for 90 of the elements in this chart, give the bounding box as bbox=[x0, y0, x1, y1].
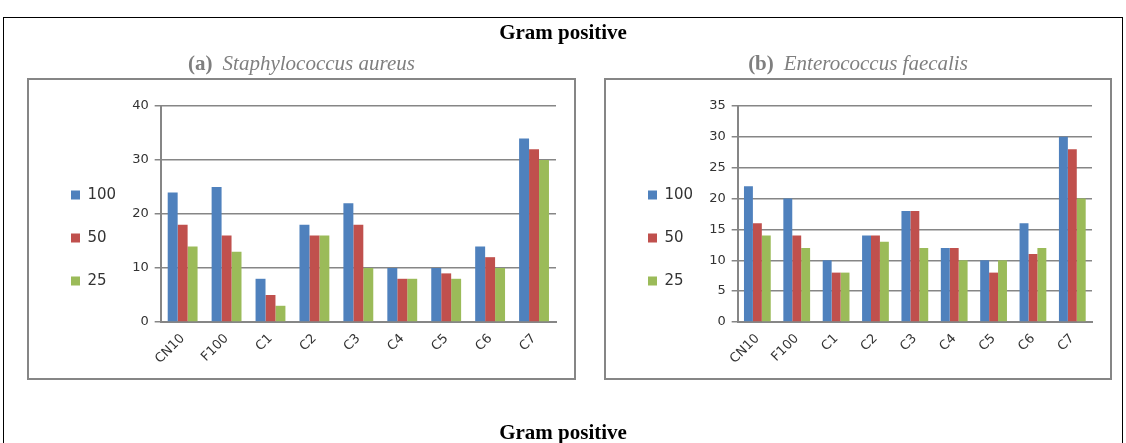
bar bbox=[231, 251, 242, 322]
x-tick-label: C5 bbox=[975, 330, 999, 354]
y-tick-label: 5 bbox=[717, 282, 726, 298]
bar bbox=[299, 224, 310, 322]
bar bbox=[940, 247, 950, 322]
y-tick-label: 35 bbox=[709, 97, 726, 113]
bar bbox=[519, 138, 530, 322]
bar bbox=[187, 246, 198, 322]
bar bbox=[879, 241, 889, 322]
legend-label: 50 bbox=[87, 227, 107, 246]
bar bbox=[343, 203, 354, 322]
bar bbox=[801, 247, 811, 322]
y-tick-label: 40 bbox=[132, 97, 149, 113]
x-tick-label: C1 bbox=[252, 330, 275, 354]
y-tick-label: 0 bbox=[140, 313, 149, 329]
y-tick-label: 0 bbox=[717, 313, 726, 329]
chart-title: (a) Staphylococcus aureus bbox=[188, 51, 415, 75]
bar bbox=[319, 235, 330, 322]
chart-title: (b) Enterococcus faecalis bbox=[748, 51, 968, 75]
bar bbox=[1076, 198, 1086, 322]
legend-label: 25 bbox=[664, 270, 684, 289]
bar bbox=[211, 186, 222, 322]
x-tick-label: C7 bbox=[515, 330, 539, 354]
bar bbox=[752, 223, 762, 322]
x-tick-label: C2 bbox=[857, 330, 880, 354]
bar bbox=[998, 260, 1007, 322]
y-tick-label: 10 bbox=[132, 259, 149, 275]
bar bbox=[1028, 254, 1038, 322]
bar bbox=[441, 273, 452, 322]
x-tick-label: C6 bbox=[1014, 330, 1038, 354]
bar bbox=[980, 260, 990, 322]
bar bbox=[1058, 136, 1068, 322]
bar bbox=[743, 186, 753, 322]
text: Gram positive bbox=[498, 20, 628, 45]
x-tick-label: C6 bbox=[471, 330, 495, 354]
bar bbox=[831, 272, 841, 322]
bar bbox=[919, 247, 929, 322]
bar bbox=[431, 267, 442, 322]
bar bbox=[1067, 149, 1077, 322]
bar bbox=[265, 294, 276, 322]
y-tick-label: 20 bbox=[132, 205, 149, 221]
bar bbox=[353, 224, 364, 322]
text: Gram positive bbox=[498, 420, 628, 443]
y-tick-label: 25 bbox=[709, 159, 726, 175]
bar bbox=[958, 260, 968, 322]
bar bbox=[949, 247, 959, 322]
bar bbox=[1019, 223, 1029, 322]
bar bbox=[792, 235, 802, 322]
legend-label: 100 bbox=[87, 184, 117, 203]
bar bbox=[451, 278, 462, 322]
x-tick-label: C7 bbox=[1053, 330, 1077, 354]
bar bbox=[901, 210, 911, 322]
y-tick-label: 30 bbox=[709, 128, 726, 144]
bar bbox=[761, 235, 771, 322]
bar bbox=[407, 278, 418, 322]
x-tick-label: C2 bbox=[296, 330, 319, 354]
bar bbox=[783, 198, 793, 322]
x-tick-label: C4 bbox=[935, 330, 959, 354]
y-tick-label: 30 bbox=[132, 151, 149, 167]
bar bbox=[309, 235, 320, 322]
bar bbox=[862, 235, 872, 322]
legend-label: 50 bbox=[664, 227, 684, 246]
bar bbox=[1037, 247, 1047, 322]
x-tick-label: C3 bbox=[896, 330, 920, 354]
bar bbox=[397, 278, 408, 322]
y-tick-label: 20 bbox=[709, 189, 726, 205]
bar bbox=[167, 192, 178, 322]
x-tick-label: C1 bbox=[817, 330, 841, 354]
bar bbox=[871, 235, 880, 322]
y-tick-label: 10 bbox=[709, 251, 726, 267]
bar bbox=[475, 246, 486, 322]
legend-label: 100 bbox=[664, 184, 694, 203]
y-tick-label: 15 bbox=[709, 220, 726, 236]
bar bbox=[529, 149, 540, 322]
bar bbox=[387, 267, 398, 322]
bar bbox=[363, 267, 374, 322]
bar bbox=[495, 267, 506, 322]
bar bbox=[989, 272, 999, 322]
legend-label: 25 bbox=[87, 270, 107, 289]
bar bbox=[910, 210, 920, 322]
bar bbox=[255, 278, 266, 322]
bar bbox=[177, 224, 188, 322]
x-tick-label: C5 bbox=[427, 330, 451, 354]
bar bbox=[275, 305, 286, 322]
x-tick-label: C4 bbox=[383, 330, 407, 354]
bar bbox=[822, 260, 832, 322]
bar bbox=[221, 235, 232, 322]
x-tick-label: C3 bbox=[339, 330, 363, 354]
bar bbox=[485, 257, 496, 322]
bar bbox=[539, 159, 549, 322]
